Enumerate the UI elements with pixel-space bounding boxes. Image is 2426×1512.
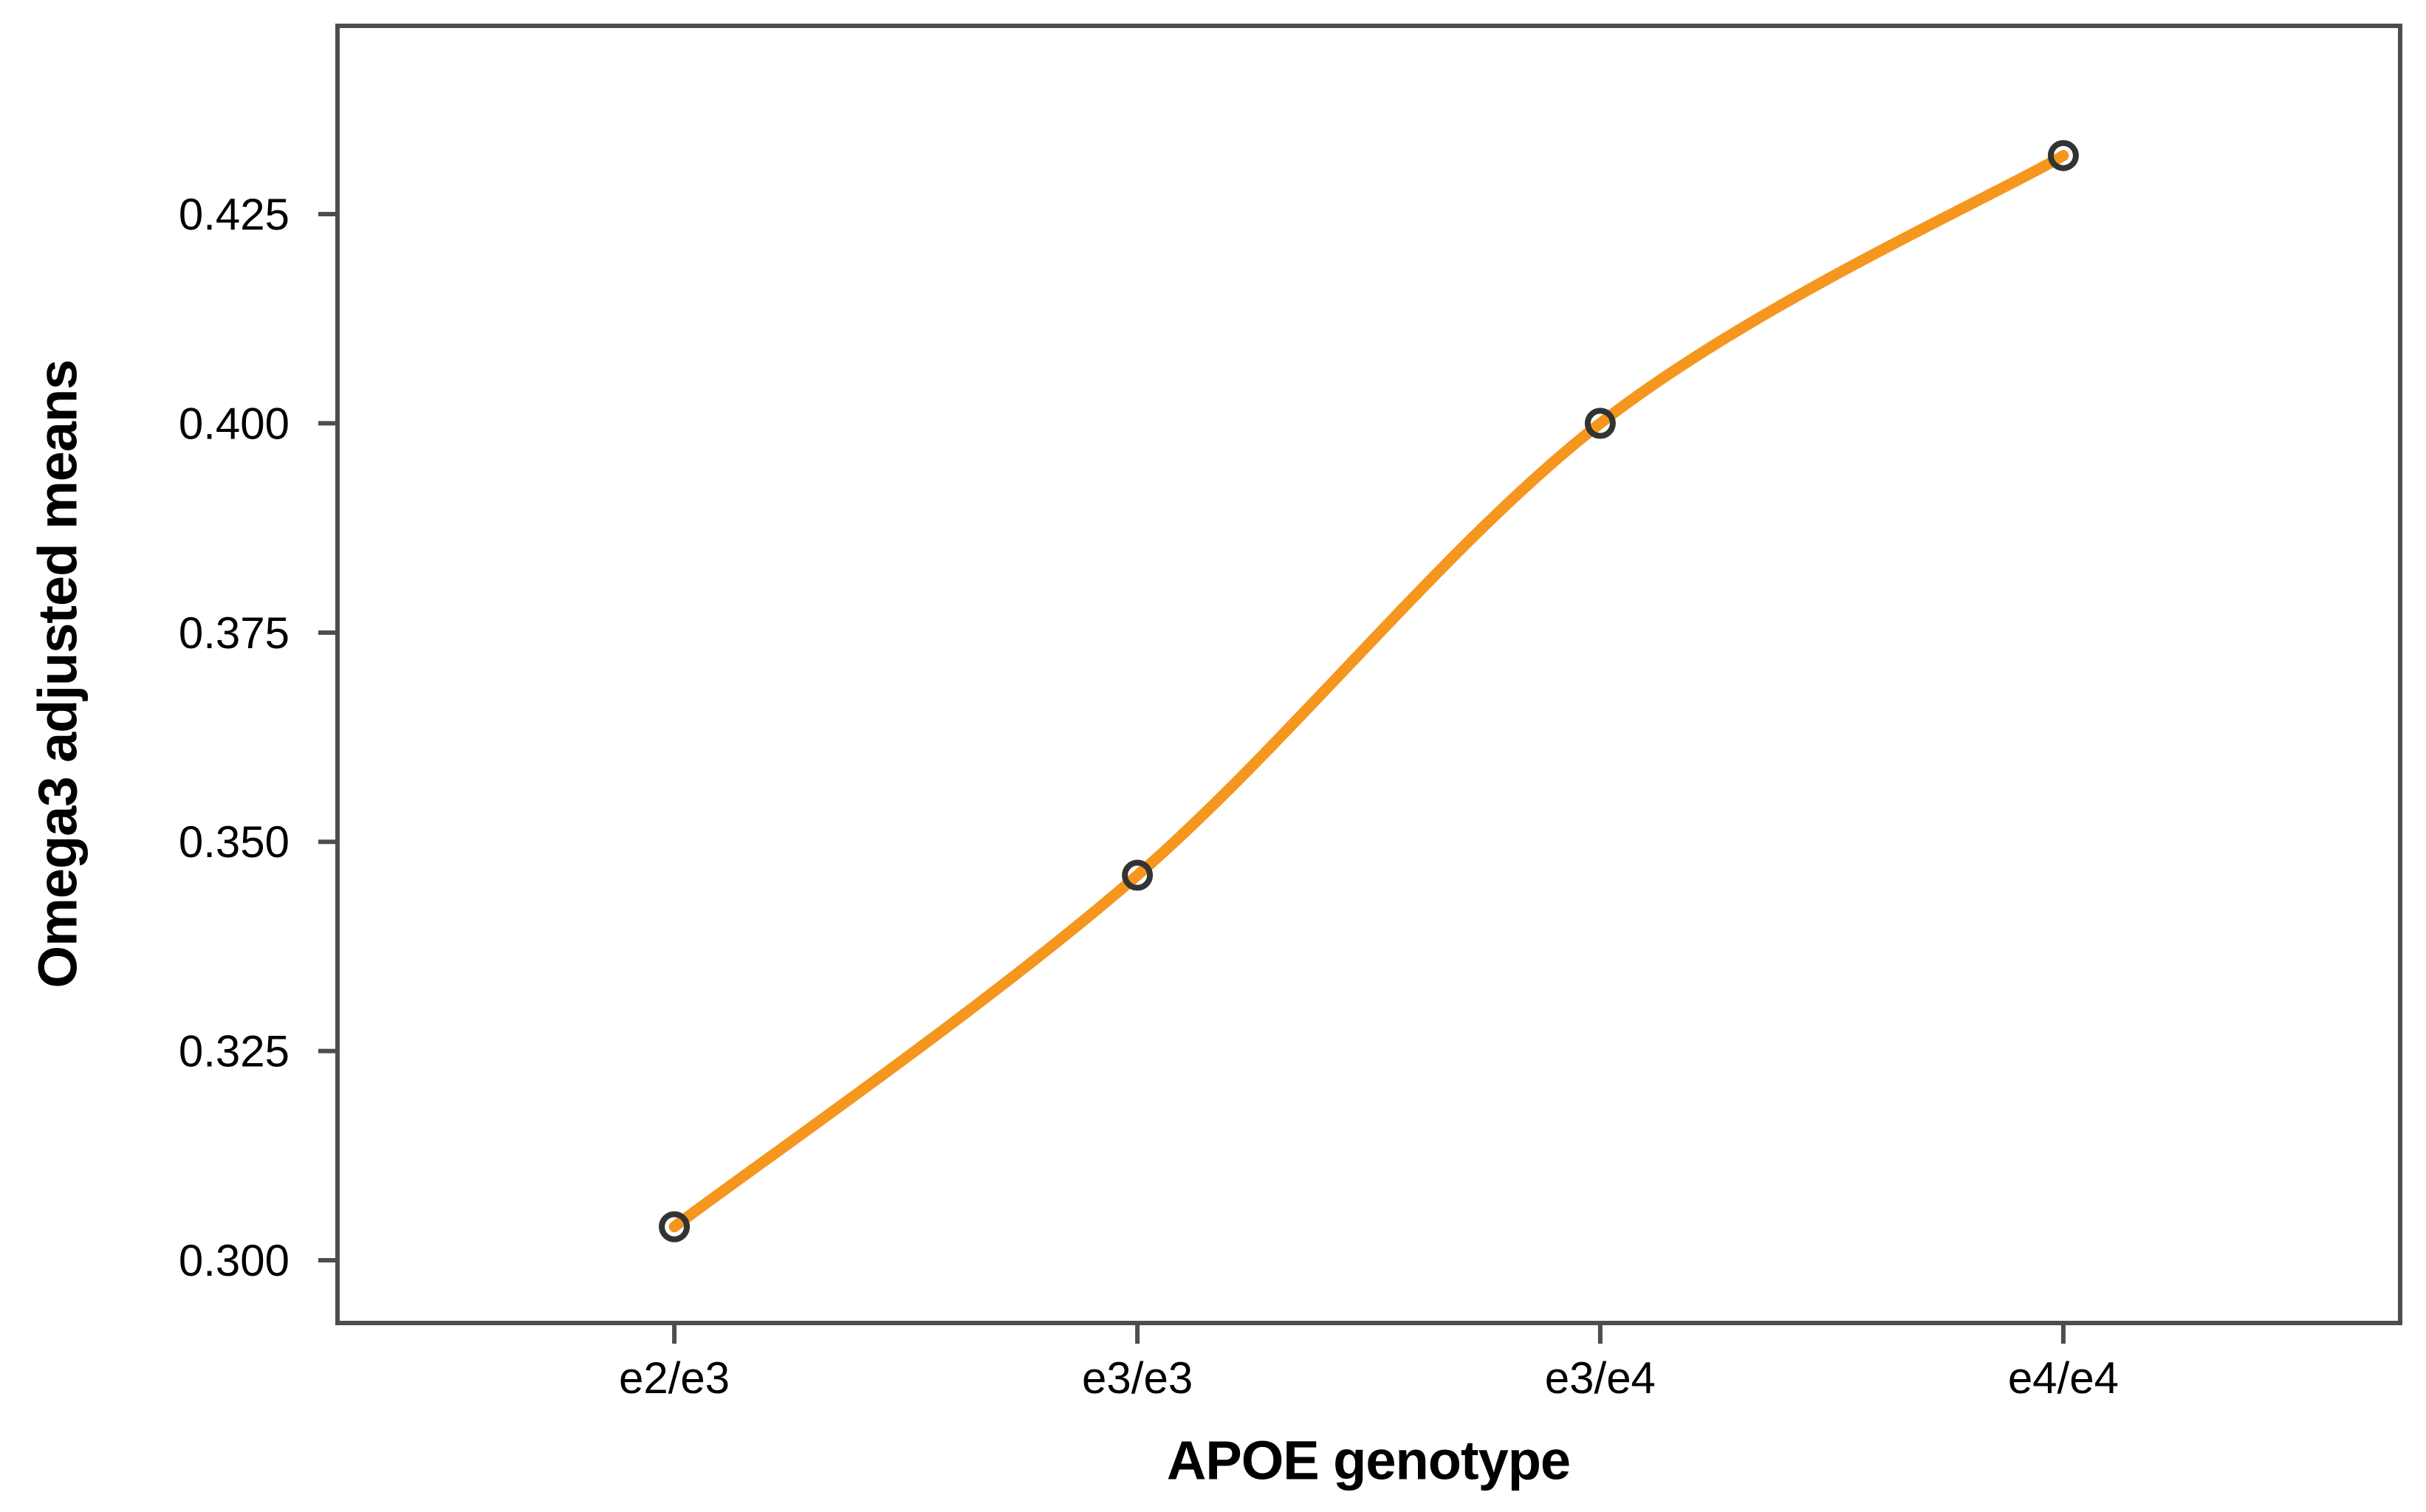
y-axis-ticks: 0.300 0.325 0.350 0.375 0.400 0.425 (179, 190, 337, 1285)
y-tick-label: 0.375 (179, 608, 289, 658)
data-point-markers (659, 140, 2079, 1243)
y-tick-label: 0.425 (179, 190, 289, 239)
series-line (668, 150, 2069, 1233)
x-tick-label: e3/e3 (1082, 1353, 1193, 1403)
x-axis-title: APOE genotype (1166, 1429, 1571, 1491)
x-tick-label: e2/e3 (619, 1353, 730, 1403)
data-point-marker (2047, 140, 2079, 171)
y-axis-title: Omega3 adjusted means (27, 360, 89, 989)
y-tick-label: 0.350 (179, 817, 289, 867)
data-point-marker (659, 1211, 691, 1243)
data-point-marker (1584, 408, 1616, 439)
x-axis-ticks: e2/e3 e3/e3 e3/e4 e4/e4 (619, 1323, 2119, 1403)
y-tick-label: 0.400 (179, 399, 289, 448)
x-tick-label: e3/e4 (1545, 1353, 1656, 1403)
plot-frame (335, 24, 2402, 1325)
x-tick-label: e4/e4 (2008, 1353, 2119, 1403)
data-point-marker (1122, 859, 1154, 891)
y-tick-label: 0.300 (179, 1236, 289, 1285)
y-tick-label: 0.325 (179, 1027, 289, 1076)
